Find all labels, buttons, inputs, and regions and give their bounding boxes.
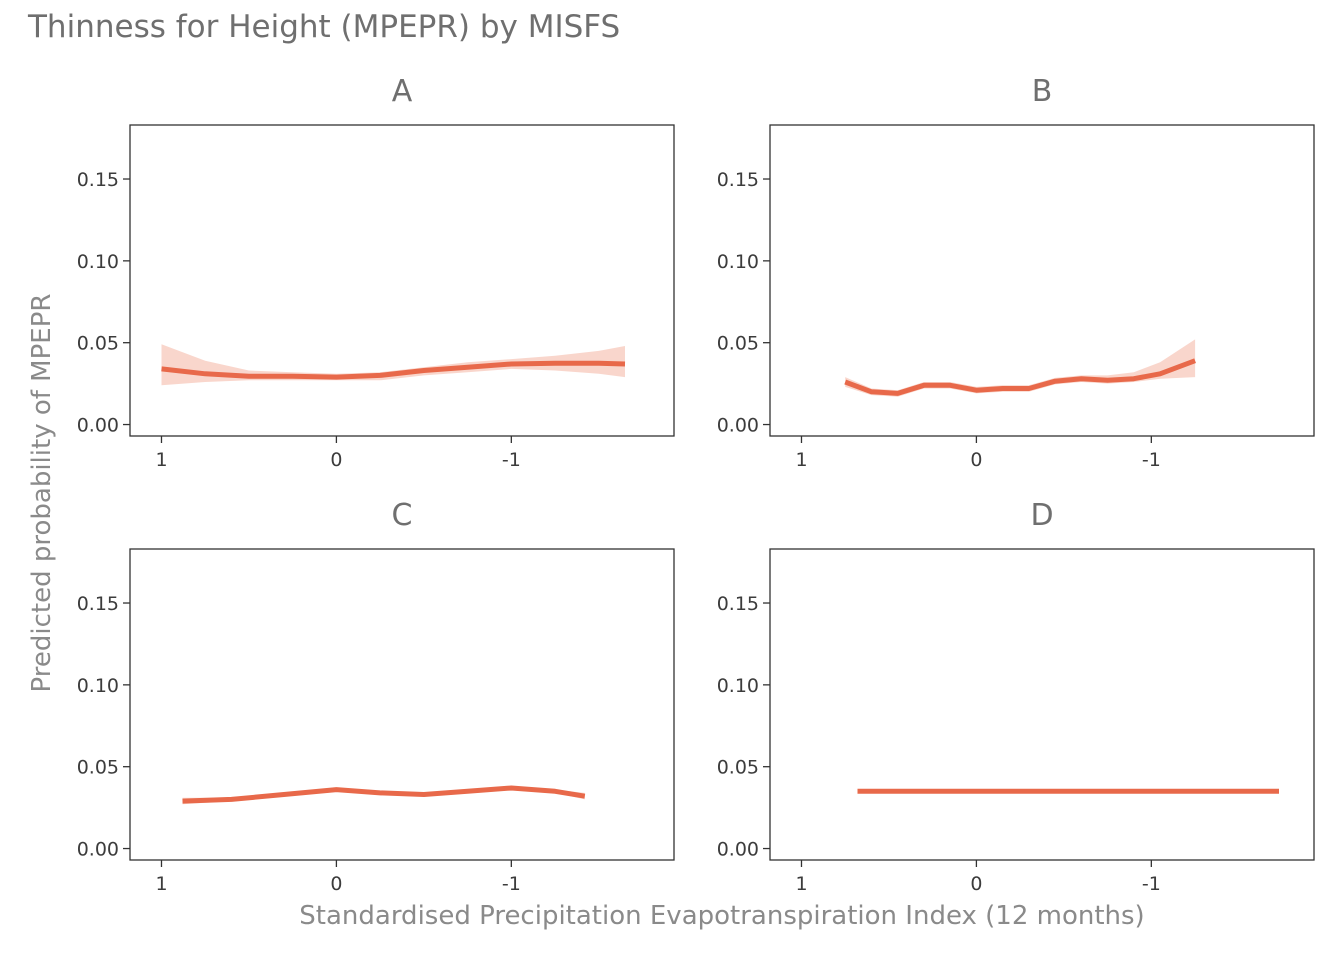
- x-tick-label-d: 0: [970, 873, 982, 895]
- x-tick-label-d: 1: [795, 873, 807, 895]
- x-tick-label-c: 0: [330, 873, 342, 895]
- panel-label-a: A: [392, 74, 413, 109]
- y-tick-label-c: 0.15: [77, 593, 119, 615]
- panel-frame-b: [769, 124, 1315, 437]
- y-tick-label-d: 0.15: [717, 593, 759, 615]
- x-tick-label-c: -1: [502, 873, 521, 895]
- x-tick-label-a: -1: [502, 449, 521, 471]
- y-tick-label-c: 0.10: [77, 675, 119, 697]
- fit-line-b: [844, 358, 1196, 396]
- panel-c: C 0.00 0.05 0.10 0.15 1 0 -1: [77, 498, 675, 895]
- y-tick-label-a: 0.15: [77, 169, 119, 191]
- y-tick-label-b: 0.15: [717, 169, 759, 191]
- y-tick-label-a: 0.00: [77, 415, 119, 437]
- y-tick-label-c: 0.05: [77, 757, 119, 779]
- y-tick-label-a: 0.05: [77, 333, 119, 355]
- fit-line-a: [161, 360, 626, 380]
- y-tick-label-d: 0.00: [717, 839, 759, 861]
- x-tick-label-a: 0: [330, 449, 342, 471]
- facet-panels: A 0.00 0.05 0.10 0.15 1 0 -1 B 0.00 0.05 0.10 0.15 1 0…: [77, 74, 1315, 895]
- panel-label-b: B: [1032, 74, 1053, 109]
- x-axis-title: Standardised Precipitation Evapotranspir…: [299, 901, 1144, 931]
- chart-title: Thinness for Height (MPEPR) by MISFS: [27, 9, 620, 45]
- y-axis-title: Predicted probability of MPEPR: [27, 294, 57, 693]
- x-tick-label-b: 1: [795, 449, 807, 471]
- panel-label-d: D: [1030, 498, 1053, 533]
- y-tick-label-b: 0.00: [717, 415, 759, 437]
- x-tick-label-b: -1: [1142, 449, 1161, 471]
- x-tick-label-a: 1: [155, 449, 167, 471]
- y-tick-label-d: 0.10: [717, 675, 759, 697]
- panel-frame-d: [769, 548, 1315, 861]
- x-tick-label-d: -1: [1142, 873, 1161, 895]
- panel-d: D 0.00 0.05 0.10 0.15 1 0 -1: [717, 498, 1315, 895]
- x-tick-label-c: 1: [155, 873, 167, 895]
- y-tick-label-b: 0.10: [717, 251, 759, 273]
- y-tick-label-c: 0.00: [77, 839, 119, 861]
- panel-b: B 0.00 0.05 0.10 0.15 1 0 -1: [717, 74, 1315, 471]
- panel-frame-a: [129, 124, 675, 437]
- y-tick-label-d: 0.05: [717, 757, 759, 779]
- panel-a: A 0.00 0.05 0.10 0.15 1 0 -1: [77, 74, 675, 471]
- panel-frame-c: [129, 548, 675, 861]
- y-tick-label-b: 0.05: [717, 333, 759, 355]
- fit-line-c: [182, 785, 586, 804]
- panel-label-c: C: [392, 498, 413, 533]
- y-tick-label-a: 0.10: [77, 251, 119, 273]
- x-tick-label-b: 0: [970, 449, 982, 471]
